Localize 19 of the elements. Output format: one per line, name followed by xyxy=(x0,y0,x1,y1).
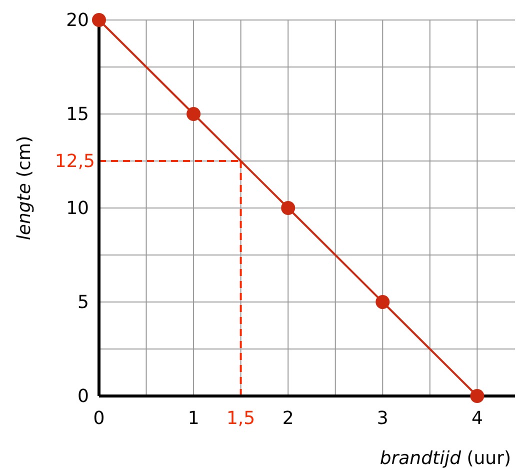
x-tick-label: 3 xyxy=(376,408,388,429)
y-tick-label: 15 xyxy=(66,104,89,125)
point xyxy=(470,389,484,403)
y-tick-label: 10 xyxy=(66,198,89,219)
x-tick-label: 2 xyxy=(282,408,294,429)
x-tick-label: 0 xyxy=(93,408,105,429)
point xyxy=(92,13,106,27)
x-axis-title: brandtijd (uur) xyxy=(380,448,511,469)
x-tick-label: 4 xyxy=(471,408,483,429)
point xyxy=(376,295,390,309)
point xyxy=(186,107,201,121)
ref-line-label: 12,5 xyxy=(54,151,95,172)
x-tick-label: 1 xyxy=(188,408,200,429)
point xyxy=(281,201,296,215)
y-tick-label: 0 xyxy=(78,386,89,407)
y-axis-title: lengte (cm) xyxy=(14,136,35,240)
ref-line-label: 1,5 xyxy=(226,408,256,429)
y-tick-label: 5 xyxy=(78,292,89,313)
y-tick-label: 20 xyxy=(66,10,89,31)
